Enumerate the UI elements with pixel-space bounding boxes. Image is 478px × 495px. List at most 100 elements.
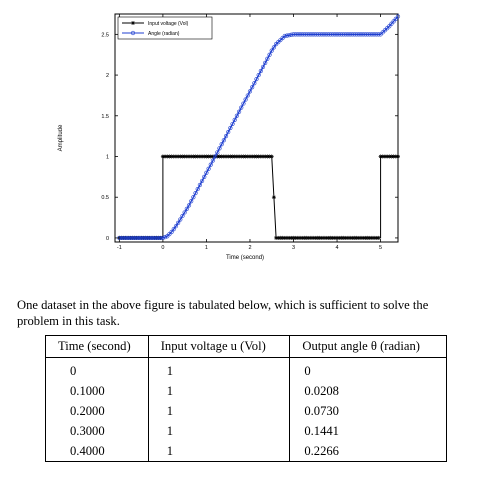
description-paragraph: One dataset in the above figure is tabul… [17,298,429,328]
cell-angle: 0.0208 [289,381,447,401]
series-marker [243,97,248,102]
series-marker [193,191,198,196]
y-tick-label: 2.5 [101,32,109,38]
series-marker [119,235,124,241]
series-marker [117,235,122,241]
series-marker [267,52,272,57]
plot-legend: Input voltage (Vol) Angle (radian) [117,16,213,40]
cell-time: 0 [45,357,149,381]
series-marker [361,32,366,37]
series-marker [236,109,242,114]
cell-time: 0.4000 [45,441,149,462]
series-marker [289,32,294,37]
series-marker [313,32,318,37]
series-marker [269,48,274,53]
series-marker [263,60,268,65]
series-marker [145,235,150,241]
series-marker [304,32,309,37]
legend-label: Input voltage (Vol) [148,21,189,27]
cell-angle: 0.0730 [289,401,447,421]
series-marker [339,32,344,37]
x-tick-label: 2 [248,245,251,251]
series-marker [154,235,159,241]
y-tick-label: 2 [106,73,109,79]
series-marker [195,186,200,192]
series-marker [219,142,224,147]
table-row: 0.1000 1 0.0208 [45,381,447,401]
series-marker [332,32,337,37]
series-marker [269,154,274,159]
series-marker [141,235,146,241]
series-marker [343,32,348,37]
series-1 [117,14,401,241]
series-marker [328,32,333,37]
series-marker [160,235,165,241]
legend-label: Angle (radian) [148,31,180,37]
series-marker [152,235,157,241]
series-marker [300,32,305,37]
series-marker [317,32,322,37]
series-marker [295,32,300,37]
series-marker [396,154,400,159]
y-axis-label: Amplitude [58,124,64,151]
series-marker [311,32,316,37]
cell-time: 0.1000 [45,381,149,401]
plot-series [117,14,401,241]
y-tick-label: 1 [106,155,109,161]
header-input-voltage: Input voltage u (Vol) [147,335,291,358]
series-marker [208,162,213,167]
y-tick-label: 1.5 [101,114,109,120]
series-marker [354,32,359,37]
series-marker [256,72,261,78]
series-line [119,16,399,239]
cell-voltage: 1 [147,421,291,441]
series-marker [341,32,346,37]
series-marker [252,81,257,86]
x-tick-label: 3 [292,245,295,251]
x-tick-label: 4 [336,245,339,251]
series-marker [217,146,222,151]
series-marker [250,85,255,90]
series-marker [184,206,189,211]
cell-voltage: 1 [147,441,291,462]
series-marker [213,154,218,159]
series-marker [165,234,170,239]
plot-frame [114,13,399,243]
table-row: 0 1 0 [45,357,447,381]
series-marker [350,32,355,37]
series-marker [173,224,179,229]
series-marker [180,213,185,219]
series-marker [367,32,372,37]
series-marker [245,93,250,98]
series-marker [191,195,196,200]
table-header-row: Time (second) Input voltage u (Vol) Outp… [45,335,447,358]
series-marker [387,24,392,29]
x-tick-label: 1 [205,245,208,251]
series-marker [321,32,327,37]
series-marker [178,217,183,222]
x-tick-label: -1 [117,245,122,251]
series-marker [186,203,192,208]
series-marker [324,32,329,37]
series-marker [149,235,155,241]
series-marker [189,199,194,204]
cell-voltage: 1 [147,401,291,421]
series-marker [134,235,139,241]
series-marker [132,235,137,241]
series-marker [239,105,244,110]
series-marker [254,77,259,82]
series-marker [123,235,128,241]
series-marker [226,129,231,135]
y-tick-label: 0.5 [101,195,109,201]
series-marker [265,56,270,61]
series-marker [130,235,135,241]
series-marker [121,235,126,241]
series-marker [147,235,152,241]
series-marker [319,32,324,37]
series-marker [230,121,235,127]
series-marker [271,195,276,200]
series-marker [228,125,233,131]
series-marker [197,182,202,188]
x-tick-label: 5 [379,245,382,251]
plot-axes: -1 0 1 2 3 4 5 0 0.5 1 1.5 2 2.5 [101,13,399,251]
